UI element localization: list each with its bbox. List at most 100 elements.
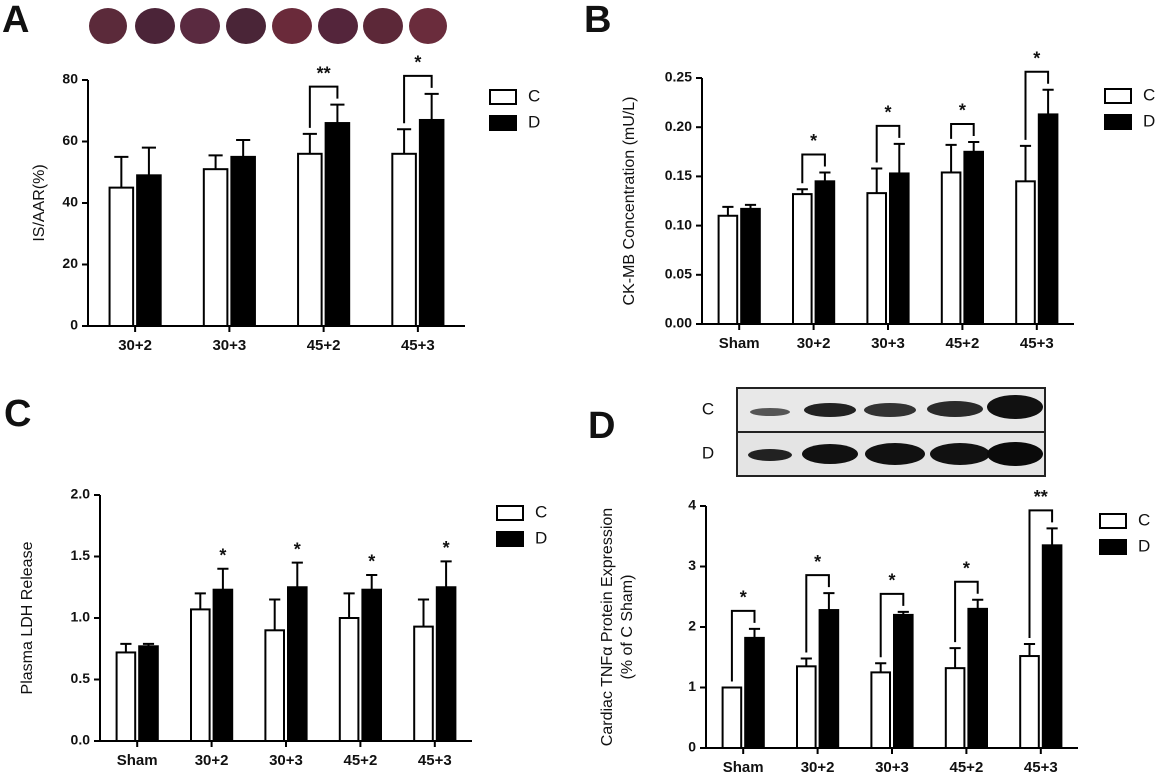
legend-label: D (535, 528, 547, 547)
error-bar (744, 203, 757, 209)
bar (963, 150, 985, 325)
western-blot (736, 387, 1046, 477)
error-bar (819, 171, 831, 182)
heart-images (89, 8, 447, 44)
bar (230, 155, 256, 327)
error-bar (893, 142, 905, 174)
bar (190, 608, 211, 743)
error-bar (114, 155, 129, 188)
legend-label: D (1138, 536, 1150, 555)
error-bar (120, 642, 132, 653)
error-bar (800, 657, 812, 667)
error-bar (217, 567, 229, 590)
significance-bracket (1024, 70, 1050, 140)
legend-label: D (528, 112, 540, 131)
bar (967, 607, 989, 749)
significance-bracket (308, 85, 339, 128)
legend-label: C (528, 86, 540, 105)
error-bar (291, 561, 303, 588)
significance-bracket (801, 153, 826, 184)
error-bar (823, 592, 835, 611)
y-tick-label: 1 (688, 678, 696, 694)
bar (264, 629, 285, 742)
bar (740, 207, 761, 325)
error-bar (417, 598, 430, 627)
bar (893, 613, 914, 750)
y-axis-label: (% of C Sham) (619, 575, 636, 680)
error-bar (796, 188, 808, 195)
legend-swatch (1104, 88, 1132, 104)
panel-label: C (4, 393, 31, 435)
significance-label: * (740, 588, 747, 608)
error-bar (302, 132, 317, 154)
error-bar (972, 598, 984, 609)
significance-bracket (950, 122, 975, 139)
bar (338, 617, 360, 742)
y-tick-label: 2.0 (71, 486, 91, 502)
significance-label: * (959, 101, 966, 121)
error-bar (142, 642, 155, 647)
blot-label: D (702, 443, 714, 462)
x-tick-label: 30+3 (871, 335, 905, 352)
bar (721, 686, 743, 749)
bar (297, 152, 323, 327)
x-tick-label: 30+3 (875, 759, 909, 776)
x-tick-label: 45+3 (1024, 759, 1058, 776)
panel-label: D (588, 405, 615, 447)
bar (940, 171, 962, 325)
x-tick-label: 30+2 (195, 752, 229, 769)
bar (202, 168, 229, 327)
x-tick-label: 45+3 (401, 337, 435, 354)
x-tick-label: 45+2 (344, 752, 378, 769)
y-axis-label: CK-MB Concentration (mU/L) (621, 97, 638, 306)
x-tick-label: 30+2 (801, 759, 835, 776)
x-tick-label: 45+2 (950, 759, 984, 776)
legend-label: D (1143, 111, 1155, 130)
error-bar (1019, 144, 1032, 182)
x-tick-label: 30+3 (212, 337, 246, 354)
legend-label: C (1143, 85, 1155, 104)
significance-label: * (884, 103, 891, 123)
bar (818, 609, 840, 749)
legend-swatch (1099, 539, 1127, 555)
significance-label: * (219, 546, 226, 566)
bar (212, 588, 234, 743)
y-tick-label: 1.5 (71, 547, 91, 563)
legend-swatch (489, 115, 517, 131)
significance-label: * (294, 539, 301, 559)
y-axis-label: Cardiac TNFα Protein Expression (599, 508, 616, 746)
y-tick-label: 0.15 (665, 167, 692, 183)
blot-label: C (702, 399, 714, 418)
significance-bracket (879, 592, 905, 658)
legend-swatch (1104, 114, 1132, 130)
significance-label: * (414, 53, 421, 73)
bar (435, 586, 457, 742)
error-bar (945, 143, 957, 173)
y-tick-label: 2 (688, 618, 696, 634)
bar (287, 586, 308, 742)
y-axis-label: Plasma LDH Release (19, 541, 36, 694)
error-bar (1023, 642, 1036, 657)
bar (870, 671, 892, 749)
legend-swatch (489, 89, 517, 105)
legend-label: C (535, 502, 547, 521)
bar (1037, 113, 1059, 325)
y-tick-label: 0.05 (665, 266, 692, 282)
y-tick-label: 0.20 (665, 118, 692, 134)
legend-label: C (1138, 510, 1150, 529)
bar (1015, 180, 1036, 325)
error-bar (897, 610, 909, 615)
error-bar (875, 662, 887, 673)
bar (108, 186, 135, 327)
bar (361, 588, 382, 743)
significance-label: * (963, 559, 970, 579)
legend-swatch (496, 505, 524, 521)
significance-bracket (730, 609, 756, 682)
error-bar (366, 573, 378, 590)
x-tick-label: 45+2 (946, 335, 980, 352)
error-bar (208, 154, 223, 170)
bar (391, 152, 417, 327)
significance-bracket (875, 124, 901, 163)
x-tick-label: 45+3 (418, 752, 452, 769)
